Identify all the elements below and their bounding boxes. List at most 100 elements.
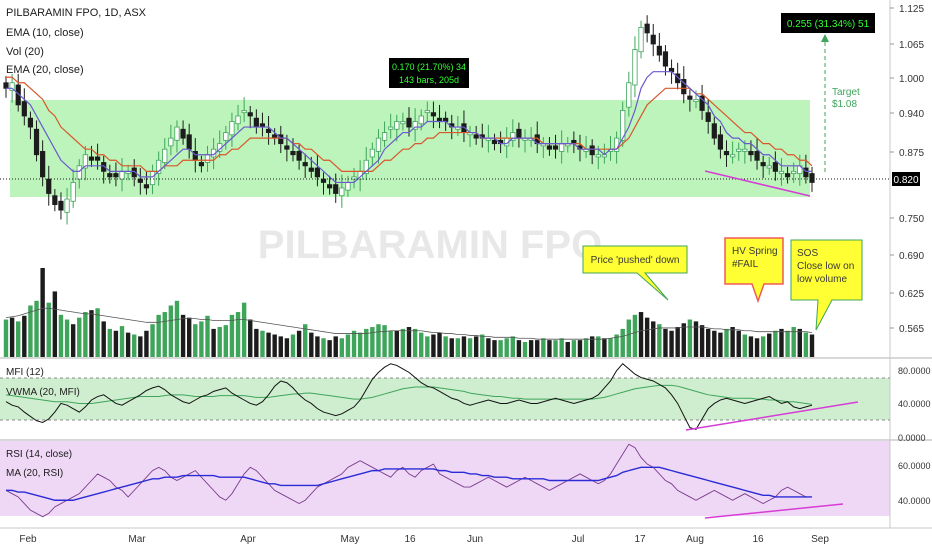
price-tick-label: 1.065 xyxy=(899,40,924,51)
mfi-label[interactable]: MFI (12) xyxy=(6,367,44,378)
price-tick-label: 0.750 xyxy=(899,214,924,225)
candle xyxy=(33,120,40,162)
candle xyxy=(388,113,394,139)
candle xyxy=(156,151,162,186)
symbol-title[interactable]: PILBARAMIN FPO, 1D, ASX xyxy=(6,7,147,19)
axes: 1.125 1.065 1.000 0.940 0.875 0.750 0.690 0.625… xyxy=(19,4,930,545)
price-tick-label: 0.940 xyxy=(899,109,924,120)
candle xyxy=(546,137,553,156)
volume-bar xyxy=(394,330,399,357)
range-measure-change: 0.170 (21.70%) 34 xyxy=(392,62,466,72)
candle xyxy=(101,155,107,184)
callout-hv-spring-fail[interactable]: HV Spring #FAIL xyxy=(724,237,784,304)
candle xyxy=(265,115,272,145)
volume-bar xyxy=(58,314,64,357)
volume-bar xyxy=(382,325,387,357)
volume-bar xyxy=(400,328,406,357)
candle xyxy=(314,154,321,187)
volume-bar xyxy=(467,338,473,357)
vwma-mfi-line xyxy=(5,384,813,405)
candle xyxy=(82,145,88,181)
candle xyxy=(223,125,229,150)
volume-bar xyxy=(77,317,82,357)
volume-bar xyxy=(28,305,33,357)
callout-price-pushed-down[interactable]: Price 'pushed' down xyxy=(582,245,688,301)
volume-bar xyxy=(370,327,375,357)
volume-bar xyxy=(272,334,277,357)
time-tick-label: Aug xyxy=(686,534,704,545)
volume-bar xyxy=(321,338,326,357)
ma-rsi-label[interactable]: MA (20, RSI) xyxy=(6,468,63,479)
candle xyxy=(736,142,742,161)
volume-bar xyxy=(3,319,9,357)
price-support-trendline[interactable] xyxy=(704,170,811,197)
volume-bar xyxy=(125,332,131,357)
candle xyxy=(394,114,400,142)
volume-bar xyxy=(357,332,363,357)
volume-bar xyxy=(693,321,699,357)
volume-bar xyxy=(284,338,290,357)
volume-bar xyxy=(339,338,345,357)
rsi-label[interactable]: RSI (14, close) xyxy=(6,449,72,460)
volume-bar xyxy=(492,340,497,357)
volume-bar xyxy=(620,328,625,357)
volume-bar xyxy=(699,325,705,357)
indicator-volume-label[interactable]: Vol (20) xyxy=(6,46,44,58)
volume-bar xyxy=(773,330,778,357)
volume-bar xyxy=(760,336,766,357)
volume-bar xyxy=(522,342,528,357)
candle xyxy=(27,111,34,140)
candle xyxy=(620,101,626,147)
volume-bar xyxy=(748,336,754,357)
candle xyxy=(723,140,730,167)
volume-bar xyxy=(144,330,149,357)
candle xyxy=(21,88,27,126)
callout-sos[interactable]: SOS Close low on low volume xyxy=(790,239,863,331)
candle xyxy=(766,156,772,175)
candle xyxy=(198,155,204,173)
volume-bar xyxy=(632,314,638,357)
volume-bar xyxy=(614,334,619,357)
price-tick-label: 0.690 xyxy=(899,251,924,262)
volume-bar xyxy=(449,338,454,357)
volume-bar xyxy=(150,324,155,357)
indicator-ema10-label[interactable]: EMA (10, close) xyxy=(6,27,84,39)
volume-bar xyxy=(186,317,192,357)
current-price-tag xyxy=(892,172,920,186)
candle xyxy=(302,153,308,178)
volume-bar xyxy=(583,338,589,357)
volume-bar xyxy=(638,312,644,357)
volume-bar xyxy=(180,314,186,357)
candle xyxy=(247,106,253,129)
mfi-tick-label: 40.0000 xyxy=(898,399,931,409)
callout-text: low volume xyxy=(797,274,847,285)
symbol-watermark: PILBARAMIN FPO xyxy=(258,223,602,267)
candle xyxy=(327,175,333,195)
callout-text: HV Spring xyxy=(732,246,778,257)
volume-bar xyxy=(602,338,607,357)
time-tick-label: 17 xyxy=(634,534,646,545)
candle xyxy=(241,97,247,123)
candle xyxy=(687,89,693,112)
indicator-ema20-label[interactable]: EMA (20, close) xyxy=(6,64,84,76)
time-tick-label: Feb xyxy=(19,534,37,545)
volume-bar xyxy=(754,338,760,357)
volume-bar xyxy=(419,332,424,357)
volume-bar xyxy=(510,336,516,357)
mfi-divergence-trendline[interactable] xyxy=(685,401,859,431)
vwma-mfi-label[interactable]: VWMA (20, MFI) xyxy=(6,387,80,398)
volume-bar xyxy=(473,336,479,357)
time-tick-label: 16 xyxy=(752,534,764,545)
volume-bar xyxy=(327,340,332,357)
rsi-line xyxy=(5,443,812,518)
volume-bar xyxy=(309,332,314,357)
volume-bar xyxy=(663,328,668,357)
volume-bar xyxy=(64,319,70,357)
volume-bar xyxy=(217,327,222,357)
candle xyxy=(760,155,766,178)
rsi-divergence-trendline[interactable] xyxy=(704,503,844,519)
candle xyxy=(589,139,595,165)
candle xyxy=(473,125,479,145)
